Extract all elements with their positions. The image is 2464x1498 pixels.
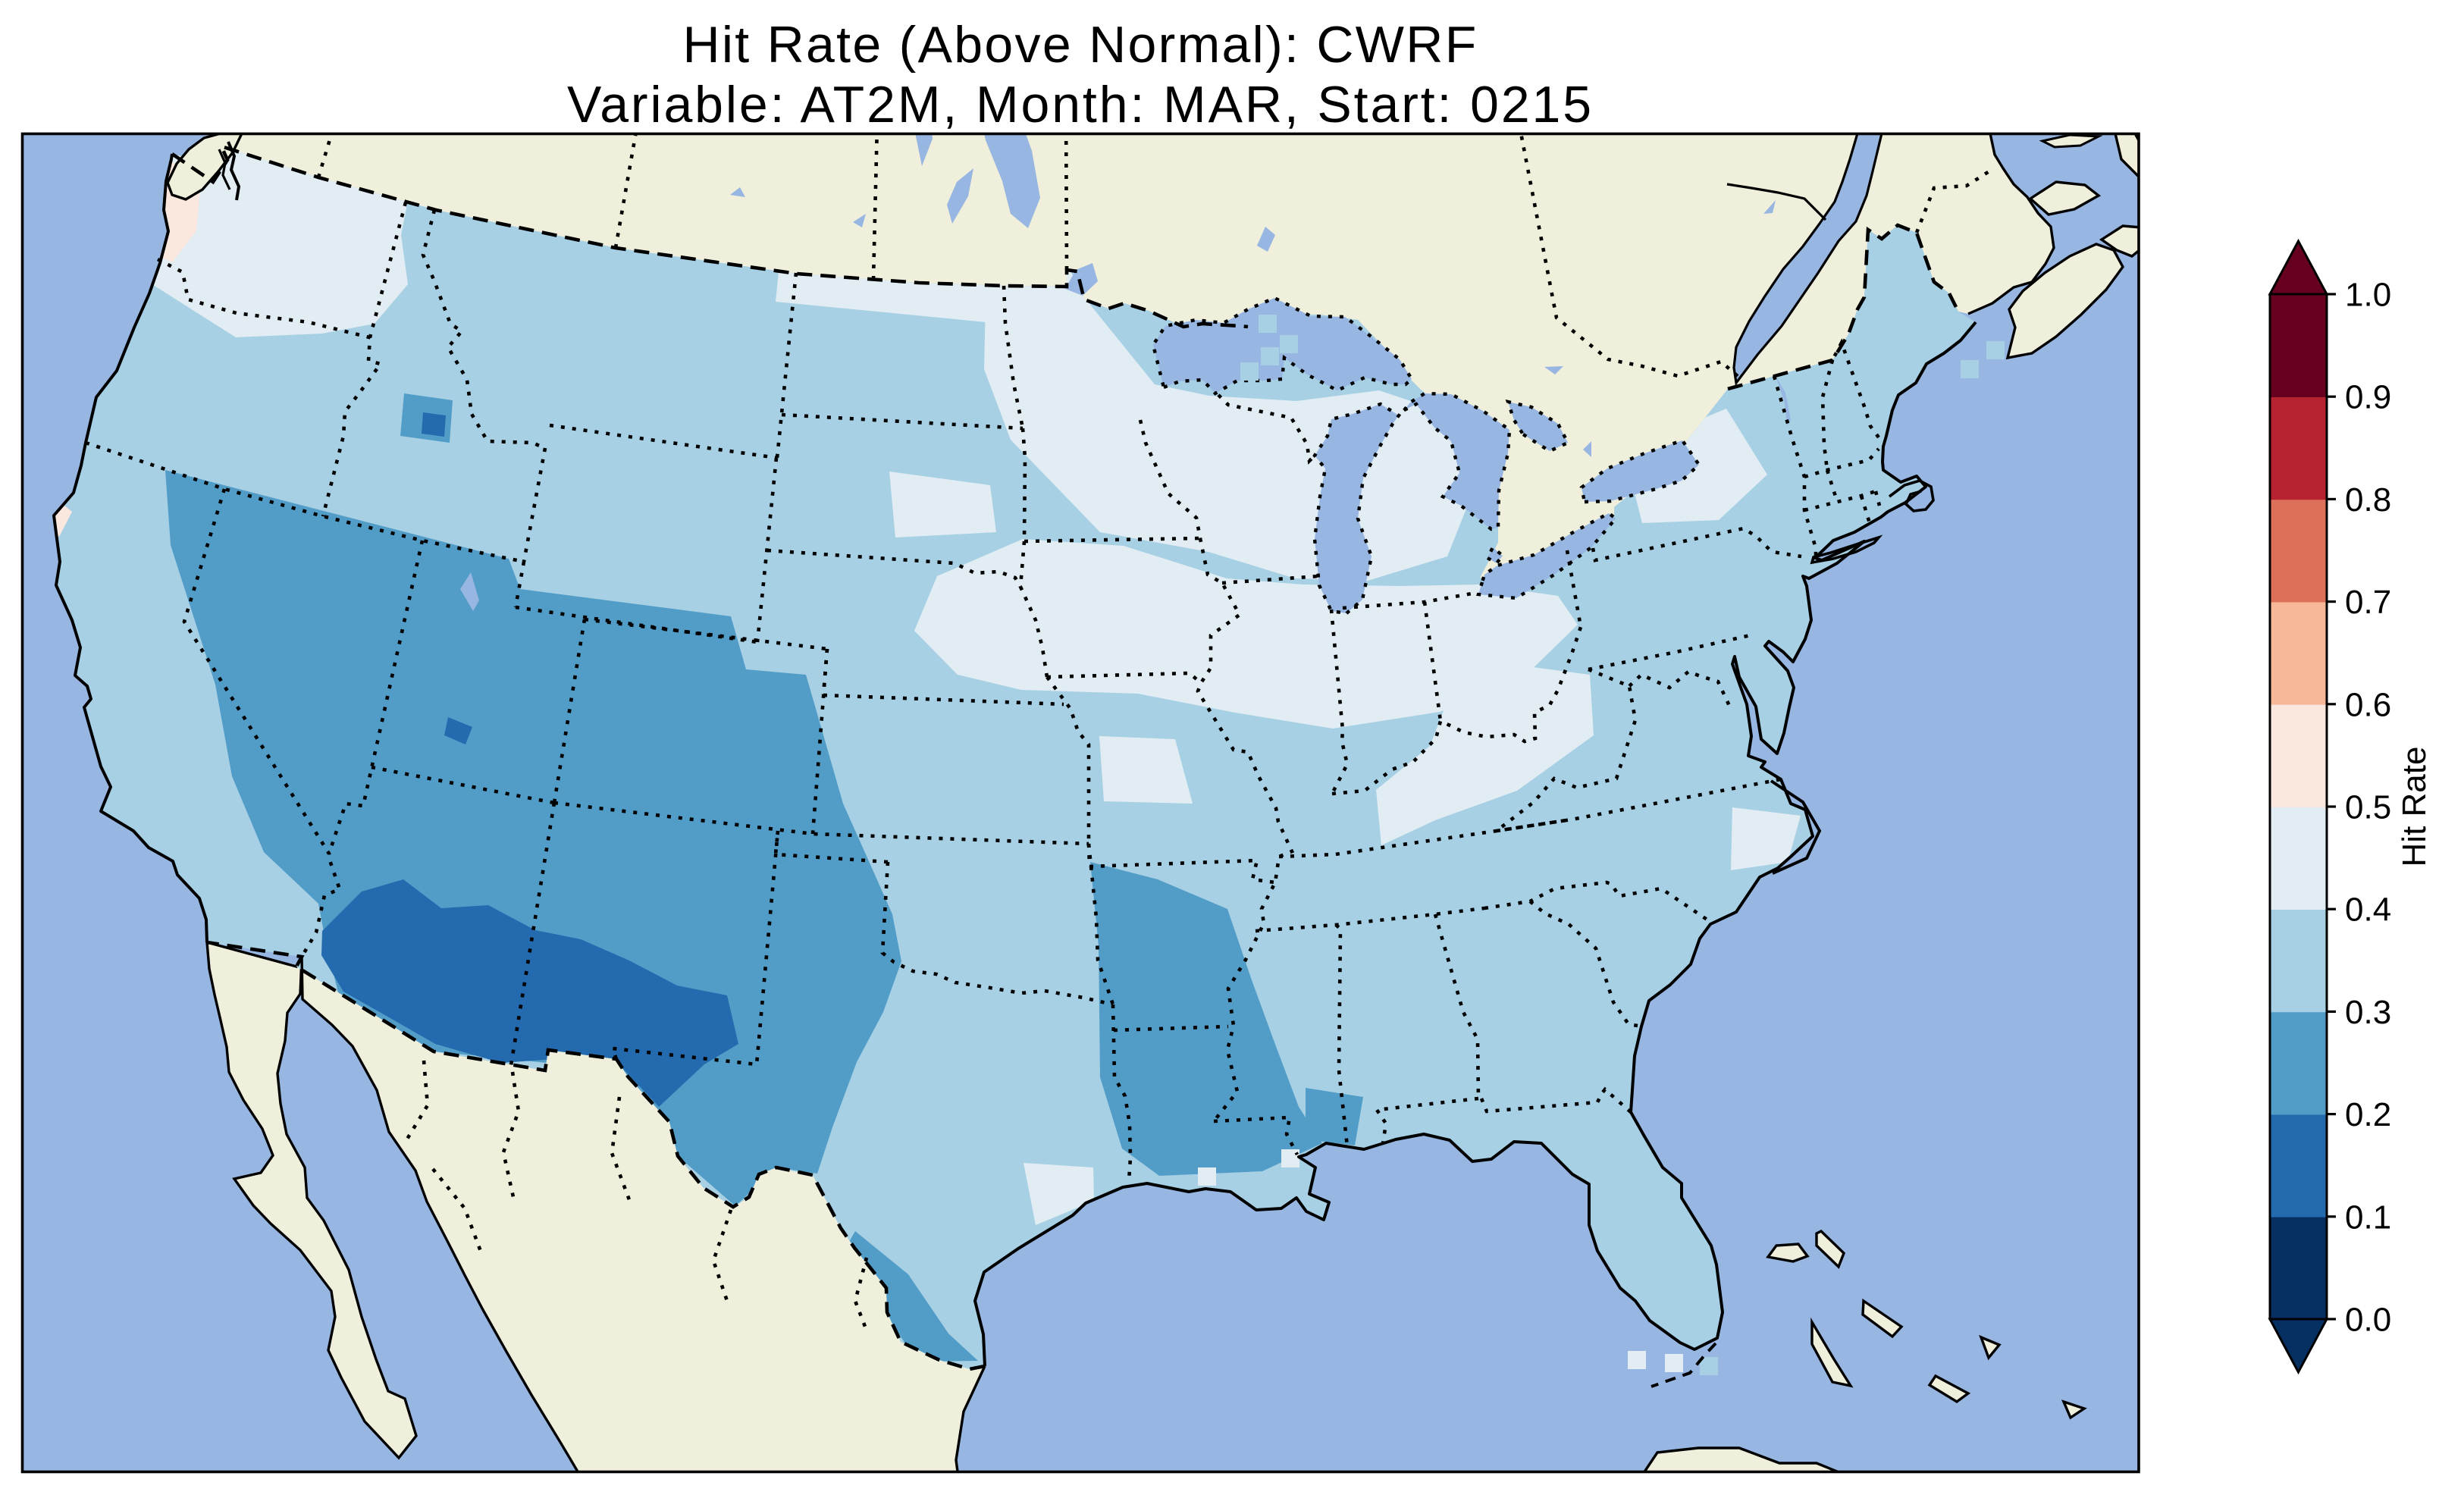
svg-text:Hit Rate: Hit Rate (2396, 747, 2433, 867)
svg-text:1.0: 1.0 (2345, 277, 2391, 314)
svg-text:Variable: AT2M, Month: MAR, St: Variable: AT2M, Month: MAR, Start: 0215 (567, 76, 1594, 133)
svg-text:0.7: 0.7 (2345, 584, 2391, 621)
svg-text:0.3: 0.3 (2345, 994, 2391, 1031)
svg-text:0.9: 0.9 (2345, 379, 2391, 416)
svg-text:0.8: 0.8 (2345, 481, 2391, 519)
svg-text:0.6: 0.6 (2345, 686, 2391, 723)
svg-text:0.1: 0.1 (2345, 1199, 2391, 1236)
svg-text:0.2: 0.2 (2345, 1096, 2391, 1133)
svg-text:Hit Rate (Above Normal): CWRF: Hit Rate (Above Normal): CWRF (682, 16, 1478, 74)
svg-text:0.4: 0.4 (2345, 892, 2391, 929)
svg-text:0.0: 0.0 (2345, 1302, 2391, 1339)
svg-text:0.5: 0.5 (2345, 789, 2391, 826)
